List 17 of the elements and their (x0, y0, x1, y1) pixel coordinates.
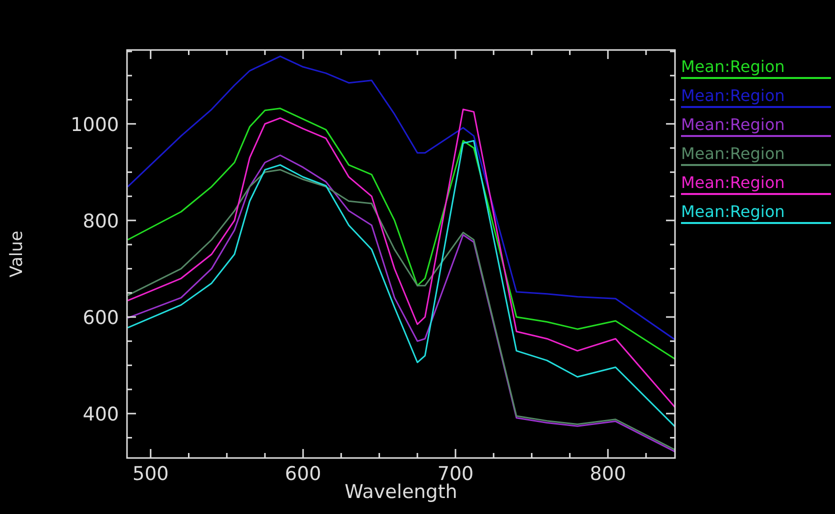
y-tick-label: 1000 (70, 114, 119, 136)
y-axis-title: Value (7, 230, 27, 278)
text: Mean:Region (681, 173, 785, 192)
text: Mean:Region (681, 86, 785, 105)
line-series (127, 108, 675, 360)
line-series (127, 56, 675, 340)
y-tick-label: 400 (82, 404, 119, 426)
x-tick-label: 600 (284, 463, 322, 485)
x-tick-label: 800 (590, 463, 626, 485)
y-tick-label: 800 (82, 210, 119, 232)
text: Mean:Region (681, 144, 785, 163)
x-tick-label: 500 (132, 463, 169, 485)
text: Mean:Region (681, 202, 785, 221)
text: Mean:Region (681, 57, 785, 76)
line-series (127, 108, 675, 408)
text: Mean:Region (681, 115, 785, 134)
y-tick-label: 600 (82, 307, 119, 330)
